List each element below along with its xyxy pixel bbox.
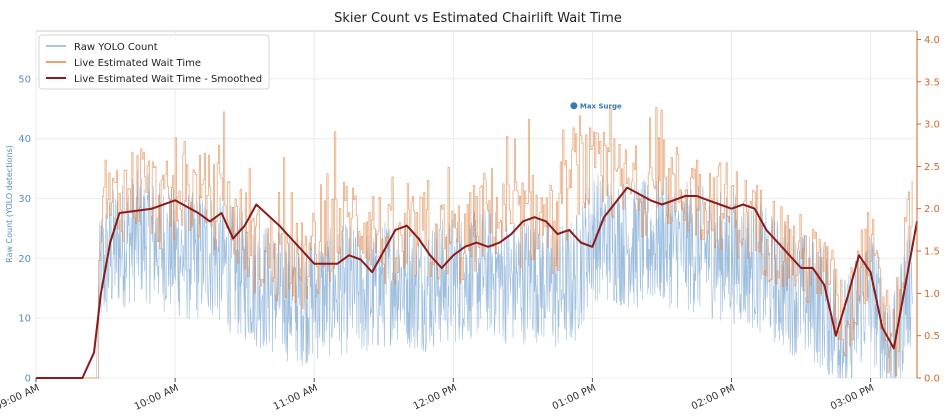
x-tick-label: 12:00 PM xyxy=(412,383,459,413)
y-tick-label: 0 xyxy=(25,374,31,385)
y2-tick-label: 3.0 xyxy=(924,120,940,131)
y2-tick-label: 2.5 xyxy=(924,162,940,173)
y2-tick-label: 2.0 xyxy=(924,204,940,215)
legend-box xyxy=(38,34,270,90)
y2-tick-label: 1.5 xyxy=(924,247,940,258)
y-tick-label: 20 xyxy=(18,254,31,265)
x-tick-label: 11:00 AM xyxy=(272,383,320,413)
y-tick-label: 10 xyxy=(18,314,31,325)
legend-label-raw: Raw YOLO Count xyxy=(74,42,158,53)
series-smoothed-wait-time xyxy=(36,186,918,379)
series-layer xyxy=(36,107,918,379)
y2-tick-label: 0.0 xyxy=(924,374,940,385)
legend: Raw YOLO Count Live Estimated Wait Time … xyxy=(38,34,270,90)
legend-label-wait: Live Estimated Wait Time xyxy=(74,58,201,69)
y2-tick-label: 4.0 xyxy=(924,35,940,46)
chart-title: Skier Count vs Estimated Chairlift Wait … xyxy=(334,11,622,26)
y2-tick-label: 3.5 xyxy=(924,77,940,88)
annotations: Max Surge xyxy=(570,102,622,110)
grid-lines xyxy=(35,31,917,379)
x-tick-label: 03:00 PM xyxy=(829,383,876,413)
legend-label-smoothed: Live Estimated Wait Time - Smoothed xyxy=(74,74,262,85)
y-tick-label: 50 xyxy=(18,74,31,85)
y-axis-label: Raw Count (YOLO detections) xyxy=(5,145,14,263)
x-tick-label: 10:00 AM xyxy=(133,383,181,413)
y-tick-label: 40 xyxy=(18,134,31,145)
series-live-wait-time xyxy=(36,107,913,379)
y2-tick-label: 0.5 xyxy=(924,331,940,342)
max-surge-marker xyxy=(570,102,578,110)
y2-tick-label: 1.0 xyxy=(924,289,940,300)
x-tick-label: 01:00 PM xyxy=(551,383,598,413)
max-surge-label: Max Surge xyxy=(580,102,622,110)
x-tick-label: 02:00 PM xyxy=(690,383,737,413)
y-tick-label: 30 xyxy=(18,194,31,205)
x-tick-label: 09:00 AM xyxy=(0,383,41,413)
